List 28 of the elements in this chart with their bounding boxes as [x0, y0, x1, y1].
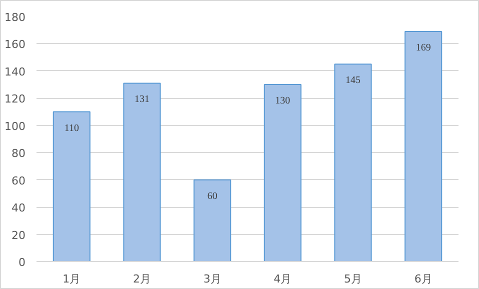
- x-tick-label: 3月: [203, 272, 222, 286]
- bar: [404, 30, 442, 262]
- bar: [334, 64, 372, 262]
- data-label: 60: [207, 190, 218, 202]
- y-tick-label: 40: [12, 202, 26, 215]
- bar: [52, 111, 90, 262]
- data-label: 131: [134, 94, 150, 106]
- y-tick-label: 180: [4, 11, 26, 24]
- y-tick-label: 140: [4, 65, 26, 78]
- data-label: 169: [416, 42, 431, 54]
- bar: [123, 82, 161, 262]
- y-tick-label: 80: [12, 147, 26, 160]
- data-label: 110: [64, 122, 79, 134]
- y-tick-label: 120: [4, 92, 26, 106]
- y-tick-label: 100: [4, 120, 26, 133]
- bar: [264, 84, 302, 262]
- data-label: 130: [275, 96, 290, 107]
- y-tick-label: 60: [12, 174, 26, 188]
- x-tick-label: 1月: [62, 272, 81, 286]
- x-tick-label: 4月: [274, 272, 292, 286]
- y-tick-label: 0: [18, 256, 26, 269]
- x-tick-label: 6月: [414, 272, 432, 286]
- x-tick-label: 5月: [344, 272, 362, 286]
- x-tick-label: 2月: [133, 272, 151, 286]
- y-tick-label: 160: [4, 38, 26, 52]
- bar: [194, 179, 232, 262]
- y-tick-label: 20: [12, 228, 26, 242]
- data-label: 145: [346, 75, 360, 86]
